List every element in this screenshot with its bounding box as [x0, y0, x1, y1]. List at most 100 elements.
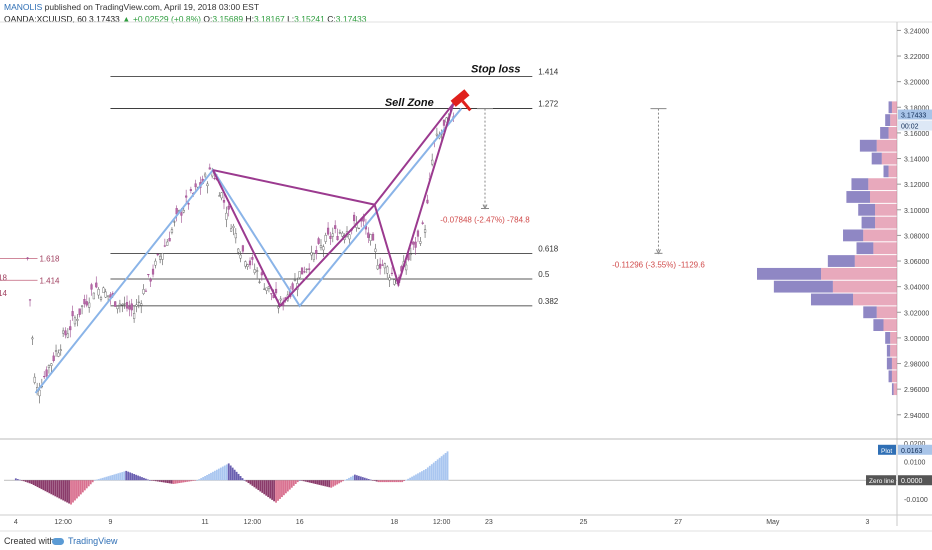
indicator-bar [255, 480, 258, 489]
indicator-bar [103, 477, 106, 481]
indicator-tick-label: 0.0200 [904, 441, 926, 448]
indicator-bar [316, 480, 319, 485]
candle-body [260, 272, 263, 276]
price-tick-label: 3.08000 [904, 233, 929, 240]
indicator-bar [407, 478, 410, 481]
indicator-bar [154, 480, 157, 482]
candle-body [213, 178, 216, 180]
indicator-bar [286, 480, 289, 492]
indicator-tick-label: -0.0100 [904, 497, 928, 504]
indicator-bar [225, 464, 228, 481]
volume-profile-buy-bar [863, 229, 897, 242]
indicator-bar [373, 480, 376, 481]
volume-profile-sell-bar [885, 114, 891, 126]
indicator-bar [87, 480, 90, 487]
indicator-bar [375, 480, 378, 482]
candle-body [225, 212, 228, 220]
tradingview-brand: TradingView [68, 536, 118, 546]
candle-body [407, 254, 410, 261]
volume-profile-sell-bar [859, 139, 877, 152]
indicator-bar [298, 480, 301, 481]
candle-body [88, 302, 91, 308]
indicator-bar [148, 480, 151, 481]
tradingview-link[interactable]: TradingView [52, 536, 118, 546]
time-tick-label: 11 [201, 519, 208, 526]
indicator-bar [145, 478, 147, 481]
candle-body [293, 279, 297, 282]
indicator-bar [105, 476, 108, 481]
indicator-bar [403, 480, 406, 482]
indicator-bar [200, 478, 203, 481]
candle-body [308, 268, 311, 270]
indicator-bar [239, 476, 242, 481]
candle-body [357, 227, 360, 229]
time-tick-label: 12:00 [244, 519, 262, 526]
indicator-bar [198, 479, 201, 481]
indicator-bar [284, 480, 287, 494]
indicator-bar [237, 473, 240, 481]
volume-profile-sell-bar [861, 216, 876, 229]
candle-body [64, 330, 67, 336]
candle-body [248, 260, 252, 266]
candle-body [52, 355, 55, 362]
indicator-bar [194, 480, 197, 481]
indicator-bar [50, 480, 53, 495]
volume-profile-buy-bar [875, 203, 897, 216]
time-tick-label: 18 [390, 519, 398, 526]
candle-body [57, 352, 60, 357]
candle-body [324, 235, 327, 242]
prior-fib-partial-label: 18 [0, 274, 7, 283]
candle-body [234, 233, 237, 239]
candle-body [38, 389, 41, 397]
indicator-bar [243, 480, 246, 481]
candle-body [256, 270, 259, 272]
price-tick-label: 3.12000 [904, 182, 929, 189]
price-tick-label: 3.04000 [904, 285, 929, 292]
indicator-bar [393, 480, 396, 483]
candle-body [315, 250, 318, 254]
candle-body [246, 264, 249, 267]
candle-body [386, 266, 389, 274]
author-link[interactable]: MANOLIS [4, 2, 43, 12]
indicator-bar [308, 480, 311, 483]
candle-body [80, 305, 84, 307]
time-tick-label: 4 [14, 519, 18, 526]
candle-body [229, 228, 233, 232]
candle-body [133, 312, 136, 319]
volume-profile-sell-bar [886, 357, 892, 370]
indicator-bar [235, 471, 238, 481]
indicator-tick-label: 0.0100 [904, 460, 926, 467]
candle-body [182, 210, 185, 213]
indicator-bar [283, 480, 285, 496]
indicator-bar [271, 480, 273, 500]
candle-body [194, 183, 197, 188]
candle-body [251, 257, 254, 260]
volume-profile-sell-bar [843, 229, 864, 242]
candle-body [312, 253, 315, 260]
candle-body [130, 303, 133, 311]
candle-body [369, 234, 372, 241]
low-value: 3.15241 [294, 14, 325, 24]
candle-body [305, 268, 308, 270]
volume-profile-sell-bar [888, 101, 892, 114]
indicator-bar [188, 480, 191, 482]
indicator-bar [125, 470, 128, 481]
volume-profile-sell-bar [773, 280, 833, 293]
indicator-bar [212, 471, 214, 481]
indicator-bar [259, 480, 262, 492]
indicator-bar [36, 480, 39, 488]
symbol[interactable]: OANDA:XCUUSD, 60 [4, 14, 87, 24]
indicator-bar [178, 480, 181, 484]
indicator-bar [377, 480, 380, 483]
indicator-bar [312, 480, 315, 484]
indicator-bar [131, 473, 134, 481]
last-price: 3.17433 [89, 14, 120, 24]
indicator-bar [294, 480, 297, 484]
indicator-bar [322, 480, 325, 486]
time-tick-label: 16 [296, 519, 304, 526]
indicator-bar [219, 467, 222, 481]
volume-profile-buy-bar [891, 357, 897, 370]
indicator-bar [434, 461, 437, 481]
candle-body [45, 369, 48, 377]
